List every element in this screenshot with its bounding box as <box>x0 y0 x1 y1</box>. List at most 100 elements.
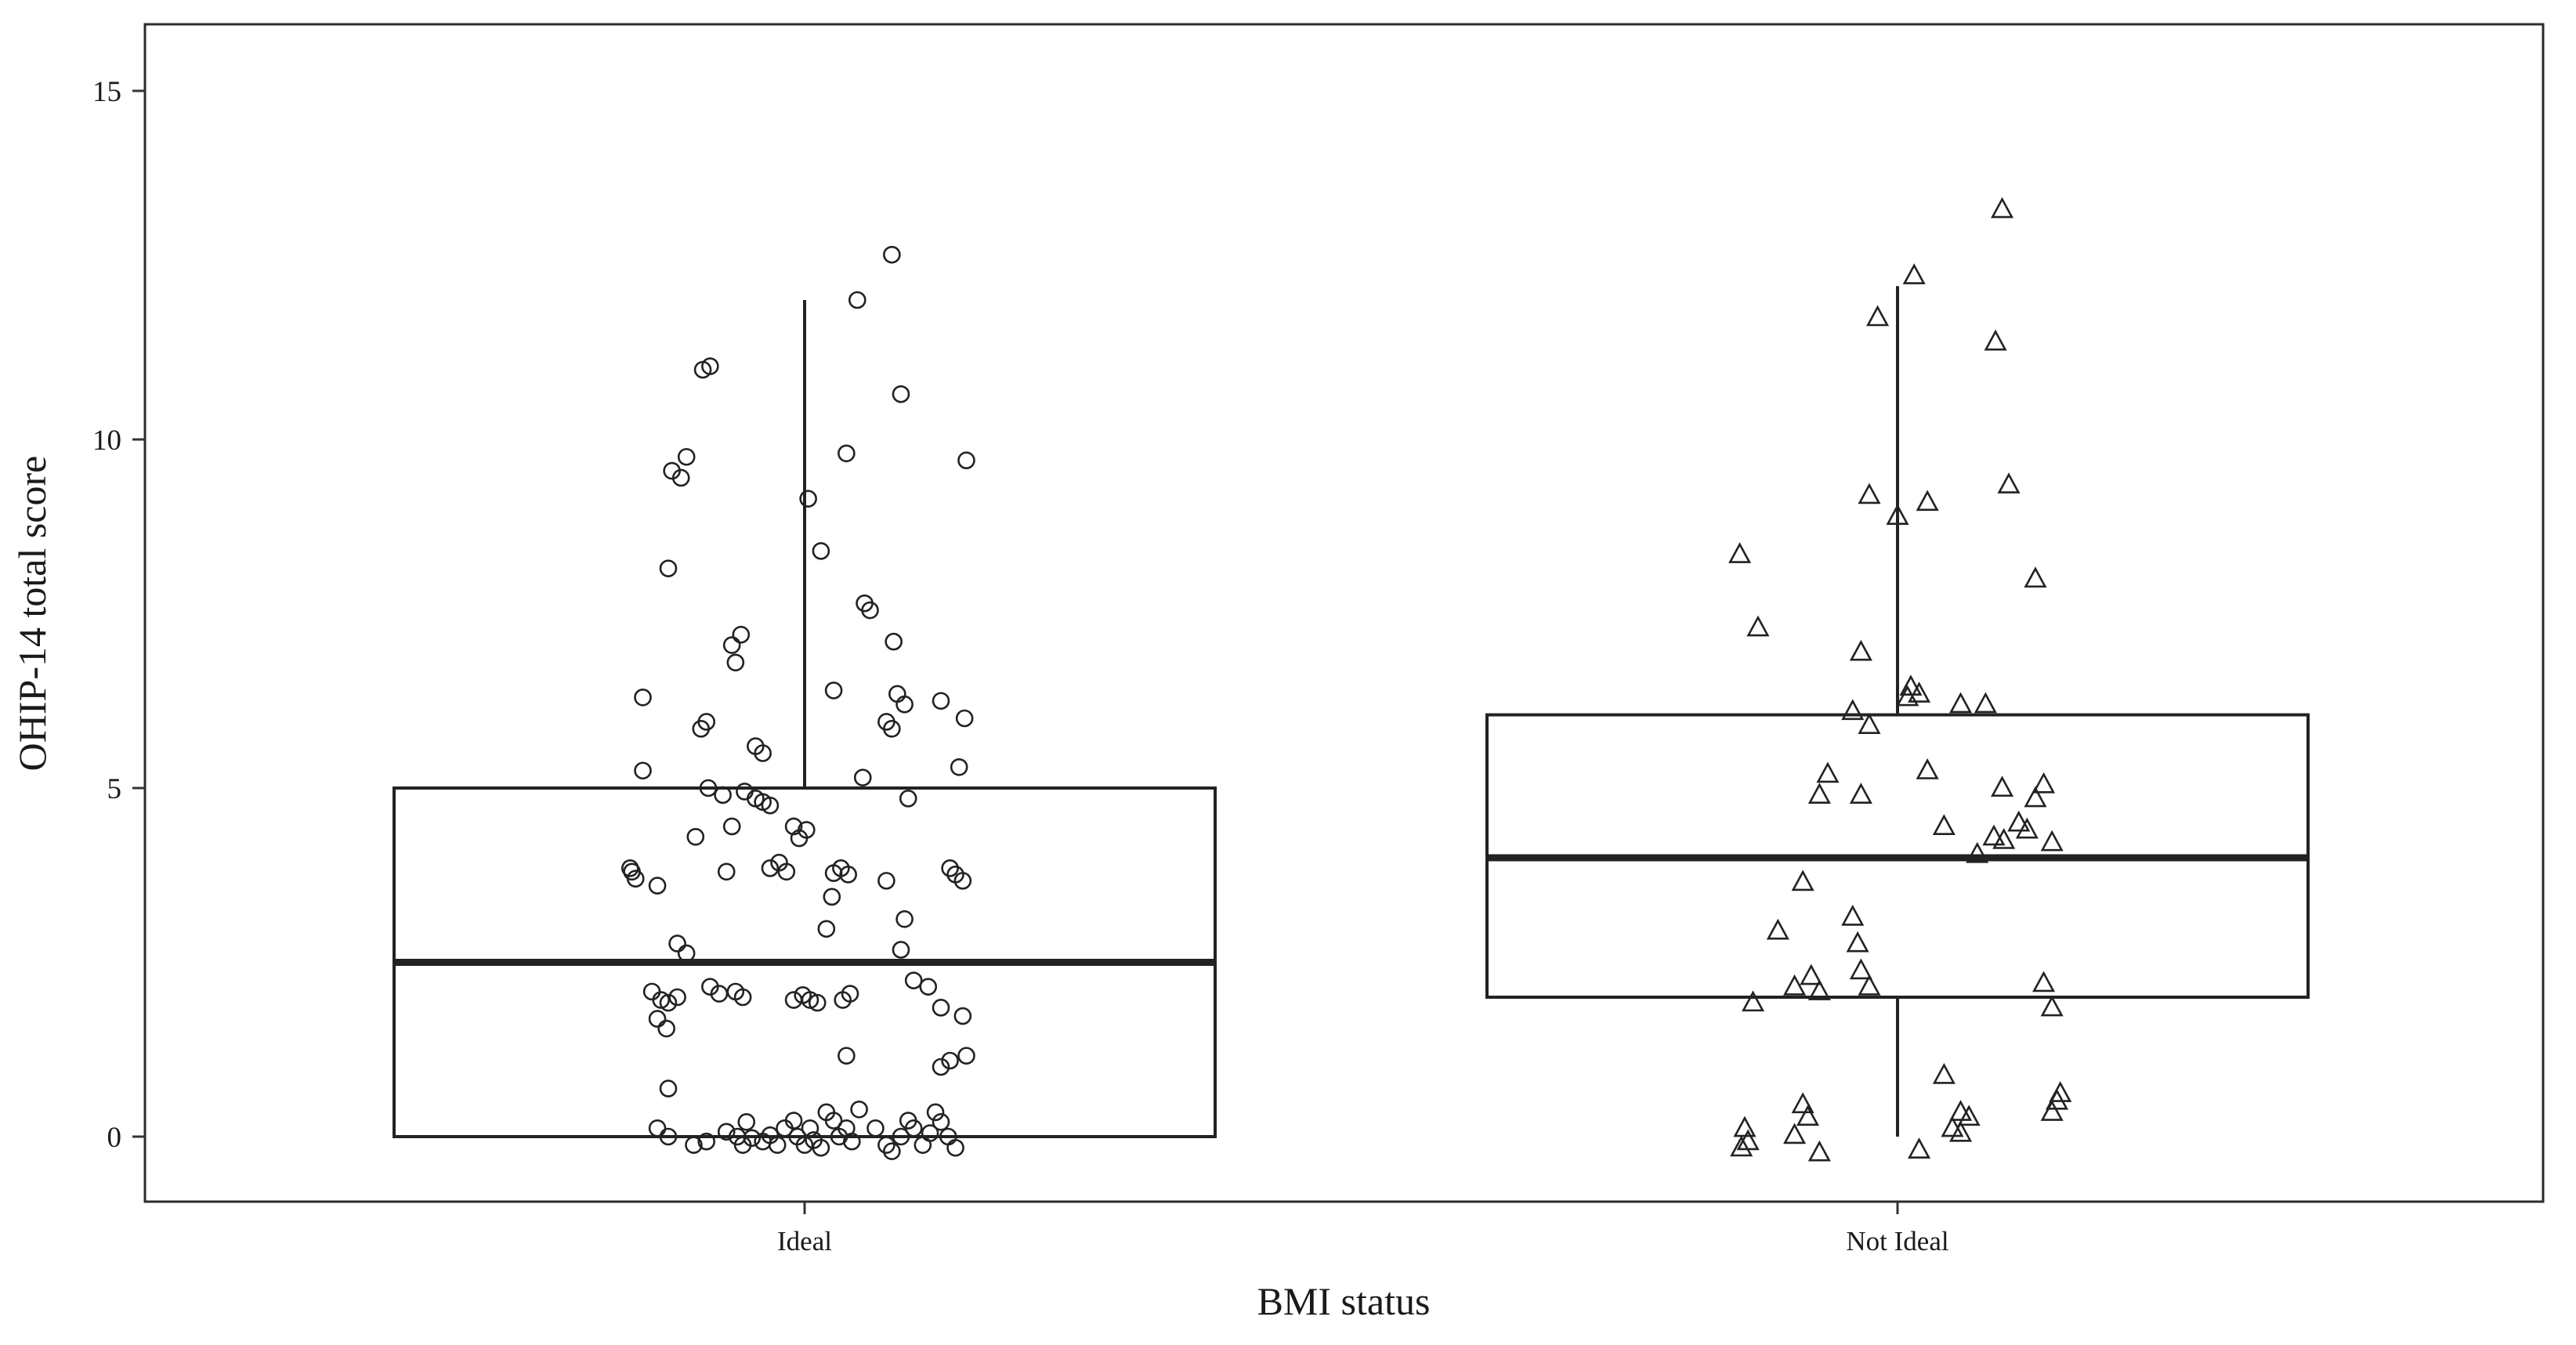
data-point-triangle <box>1949 692 1973 714</box>
data-point-circle <box>848 291 867 309</box>
data-point-triangle <box>1908 682 1931 703</box>
data-point-triangle <box>1807 783 1831 804</box>
data-point-circle <box>838 1047 856 1065</box>
data-point-circle <box>732 625 751 644</box>
data-point-circle <box>892 385 910 403</box>
data-point-circle <box>950 757 968 776</box>
data-point-triangle <box>1796 1105 1820 1126</box>
data-point-triangle <box>1858 713 1881 734</box>
data-point-circle <box>634 761 652 780</box>
data-point-circle <box>932 692 950 710</box>
data-point-circle <box>899 790 917 808</box>
data-point-circle <box>946 1138 964 1157</box>
y-tick-label: 5 <box>107 773 122 805</box>
data-point-triangle <box>1866 305 1890 327</box>
data-point-circle <box>885 632 903 651</box>
data-point-circle <box>768 1136 787 1154</box>
data-point-circle <box>817 920 836 938</box>
data-point-circle <box>668 988 686 1007</box>
data-point-circle <box>799 490 817 508</box>
data-point-circle <box>839 866 857 884</box>
data-point-circle <box>722 636 741 654</box>
data-point-circle <box>892 941 910 959</box>
x-axis-title: BMI status <box>1257 1279 1431 1323</box>
data-point-triangle <box>1816 761 1840 783</box>
x-tick-label: Ideal <box>777 1226 832 1256</box>
data-point-triangle <box>1886 504 1909 525</box>
data-point-circle <box>861 601 879 620</box>
data-point-circle <box>659 1079 678 1097</box>
data-point-circle <box>717 1123 736 1141</box>
data-point-circle <box>957 1047 975 1065</box>
data-point-circle <box>761 859 780 877</box>
data-point-circle <box>932 999 950 1017</box>
data-point-triangle <box>2045 1088 2069 1110</box>
data-point-circle <box>955 709 974 728</box>
data-point-circle <box>692 720 711 738</box>
data-point-circle <box>914 1136 932 1154</box>
data-point-triangle <box>2040 830 2064 851</box>
data-point-circle <box>761 796 780 815</box>
data-point-circle <box>626 870 645 888</box>
data-point-circle <box>892 1127 910 1146</box>
data-point-circle <box>754 744 772 762</box>
data-point-circle <box>957 451 975 470</box>
x-tick-label: Not Ideal <box>1846 1226 1948 1256</box>
data-point-triangle <box>1941 1115 1964 1137</box>
data-point-circle <box>867 1119 885 1137</box>
data-point-circle <box>648 1010 667 1028</box>
data-point-triangle <box>2007 810 2031 832</box>
data-point-circle <box>838 444 856 463</box>
data-point-circle <box>733 1136 752 1154</box>
data-point-circle <box>808 993 827 1012</box>
data-point-triangle <box>1791 870 1814 891</box>
data-point-circle <box>824 1112 843 1130</box>
data-point-circle <box>932 1113 950 1131</box>
data-point-triangle <box>1908 1137 1931 1159</box>
data-point-triangle <box>1742 990 1765 1012</box>
data-point-triangle <box>1858 483 1881 504</box>
data-point-triangle <box>1849 639 1872 661</box>
data-point-circle <box>877 1136 895 1154</box>
data-point-triangle <box>1932 1062 1956 1084</box>
data-point-circle <box>648 1119 667 1137</box>
data-point-triangle <box>1846 931 1869 953</box>
data-point-triangle <box>1957 1105 1981 1126</box>
data-point-triangle <box>1841 699 1865 721</box>
data-point-circle <box>648 877 667 895</box>
data-point-circle <box>671 468 690 487</box>
data-point-circle <box>850 1100 868 1119</box>
data-point-circle <box>953 1007 972 1025</box>
data-point-triangle <box>1849 958 1872 980</box>
data-point-triangle <box>2015 817 2039 839</box>
data-point-triangle <box>1966 841 1989 863</box>
data-point-circle <box>919 978 938 996</box>
data-point-circle <box>677 944 696 963</box>
data-point-circle <box>895 695 914 714</box>
data-point-circle <box>795 1136 814 1154</box>
data-point-triangle <box>1916 490 1939 512</box>
data-point-circle <box>717 862 736 881</box>
data-point-triangle <box>1800 964 1823 985</box>
data-point-circle <box>790 829 809 848</box>
data-point-circle <box>714 786 732 804</box>
data-point-circle <box>668 935 686 953</box>
data-point-triangle <box>1916 758 1939 779</box>
data-point-circle <box>883 245 901 264</box>
data-point-triangle <box>1949 1100 1973 1121</box>
data-point-circle <box>953 872 972 890</box>
data-point-circle <box>883 1142 901 1160</box>
data-point-triangle <box>1783 974 1807 996</box>
y-axis-title: OHIP-14 total score <box>10 456 54 772</box>
data-point-circle <box>941 859 959 877</box>
data-point-circle <box>722 817 741 836</box>
data-point-triangle <box>1728 542 1752 563</box>
data-point-circle <box>877 872 895 890</box>
data-point-circle <box>693 360 712 379</box>
data-point-triangle <box>1849 783 1872 804</box>
y-tick-label: 0 <box>107 1122 122 1154</box>
data-point-triangle <box>1858 974 1881 996</box>
data-point-triangle <box>2032 772 2056 794</box>
data-point-triangle <box>2040 1100 2064 1121</box>
data-point-circle <box>895 910 914 928</box>
